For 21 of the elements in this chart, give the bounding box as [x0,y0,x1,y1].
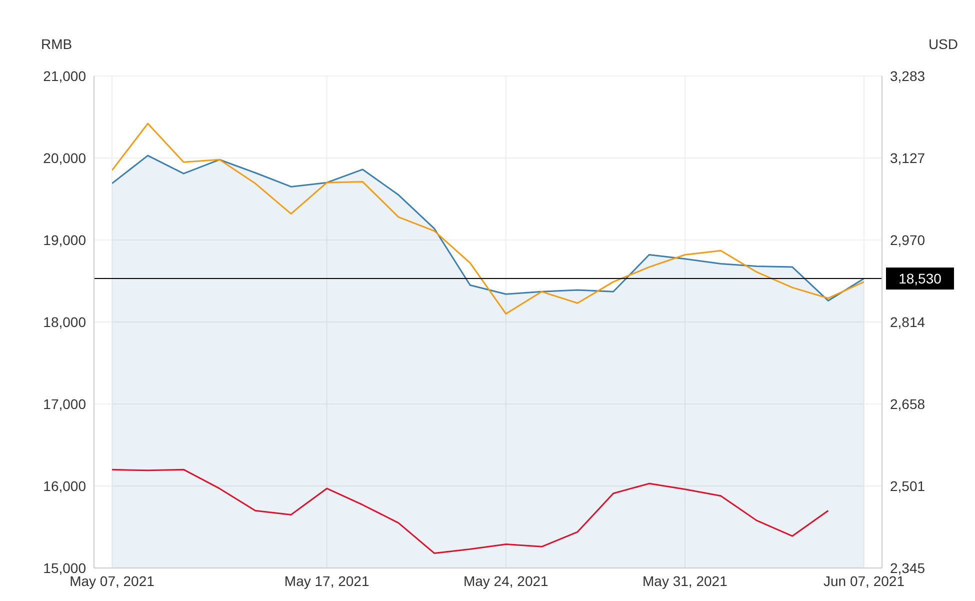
ref-line-label: 18,530 [898,270,942,287]
y2-tick-label: 3,283 [890,68,926,84]
y-tick-label: 21,000 [43,68,86,84]
y2-tick-label: 2,345 [890,560,926,576]
y-tick-label: 19,000 [43,232,86,248]
x-tick-label: May 24, 2021 [463,572,549,589]
y-tick-label: 16,000 [43,478,86,494]
y2-tick-label: 2,658 [890,396,926,412]
x-tick-label: May 17, 2021 [284,572,370,589]
y2-tick-label: 2,814 [890,314,926,330]
line-series [112,122,864,315]
y-tick-label: 20,000 [43,150,86,166]
y2-tick-label: 2,970 [890,232,926,248]
y2-tick-label: 2,501 [890,478,926,494]
y-axis-title: RMB [41,36,72,52]
y-tick-label: 17,000 [43,396,86,412]
y2-axis-title: USD [928,36,958,52]
y-tick-label: 18,000 [43,314,86,330]
line-series [112,468,829,554]
y2-tick-label: 3,127 [890,150,926,166]
x-tick-label: May 31, 2021 [642,572,728,589]
